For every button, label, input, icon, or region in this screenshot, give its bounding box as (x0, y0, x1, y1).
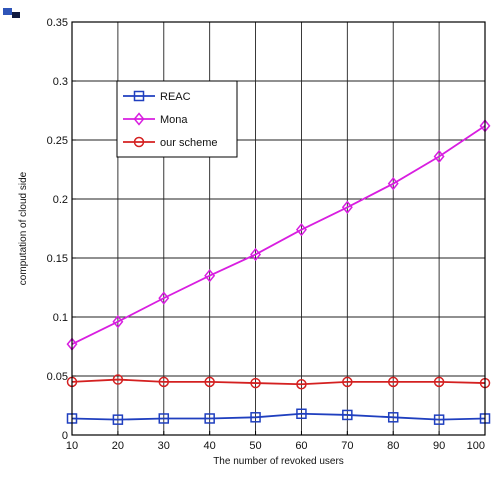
data-point-mona (433, 149, 445, 164)
data-point-our-scheme (204, 376, 215, 388)
data-point-our-scheme (112, 374, 124, 385)
plot-area-frame (71, 21, 486, 436)
data-point-our-scheme (387, 376, 399, 388)
data-point-reac (433, 414, 445, 425)
plot-series (66, 119, 491, 425)
series-line-our-scheme (71, 378, 486, 386)
y-tick-label: 0.25 (47, 135, 68, 147)
series-line-mona (71, 125, 486, 345)
data-point-mona (204, 269, 216, 283)
data-point-mona (250, 247, 262, 262)
y-axis-label: computation of cloud side (18, 171, 29, 285)
data-point-reac (296, 408, 307, 420)
y-tick-label: 0.3 (53, 76, 68, 88)
data-point-our-scheme (158, 376, 170, 388)
data-point-reac (158, 413, 170, 424)
series-line-reac (71, 412, 486, 421)
x-tick-label: 80 (387, 440, 399, 452)
legend-marker-mona (133, 112, 145, 126)
x-axis-label: The number of revoked users (213, 456, 344, 467)
data-point-reac (204, 413, 215, 424)
data-point-our-scheme (433, 376, 445, 388)
x-tick-label: 20 (112, 440, 124, 452)
data-point-mona (158, 291, 170, 305)
y-tick-label: 0.1 (53, 312, 68, 324)
data-point-mona (341, 200, 353, 214)
y-tick-label: 0.35 (47, 17, 68, 29)
y-tick-label: 0 (62, 430, 68, 442)
figure-window-icon (3, 8, 20, 18)
data-point-reac (342, 409, 353, 421)
data-point-mona (112, 315, 124, 329)
x-tick-label: 70 (341, 440, 353, 452)
y-tick-label: 0.2 (53, 194, 68, 206)
axis-ticks: 0 0.05 0.1 0.15 0.2 0.25 0.3 0.35 10 20 30 40 50 60 70… (47, 17, 486, 452)
x-tick-label: 10 (66, 440, 78, 452)
legend-marker-our-scheme (133, 136, 145, 148)
data-point-our-scheme (342, 376, 353, 388)
legend-label: REAC (160, 91, 191, 103)
data-point-mona (387, 176, 399, 191)
x-tick-label: 100 (467, 440, 485, 452)
y-tick-label: 0.15 (47, 253, 68, 265)
data-point-reac (250, 412, 261, 423)
legend-label: our scheme (160, 137, 217, 149)
x-tick-label: 60 (295, 440, 307, 452)
x-tick-label: 50 (249, 440, 261, 452)
data-point-mona (295, 222, 307, 237)
data-point-our-scheme (250, 377, 261, 389)
y-tick-label: 0.05 (47, 371, 68, 383)
data-point-reac (387, 412, 399, 423)
x-tick-label: 40 (204, 440, 216, 452)
data-point-reac (112, 414, 124, 425)
x-tick-label: 90 (433, 440, 445, 452)
legend-marker-reac (133, 90, 145, 102)
legend-label: Mona (160, 114, 188, 126)
x-tick-label: 30 (158, 440, 170, 452)
legend: REAC Mona our scheme (116, 80, 238, 158)
data-point-our-scheme (296, 379, 307, 390)
